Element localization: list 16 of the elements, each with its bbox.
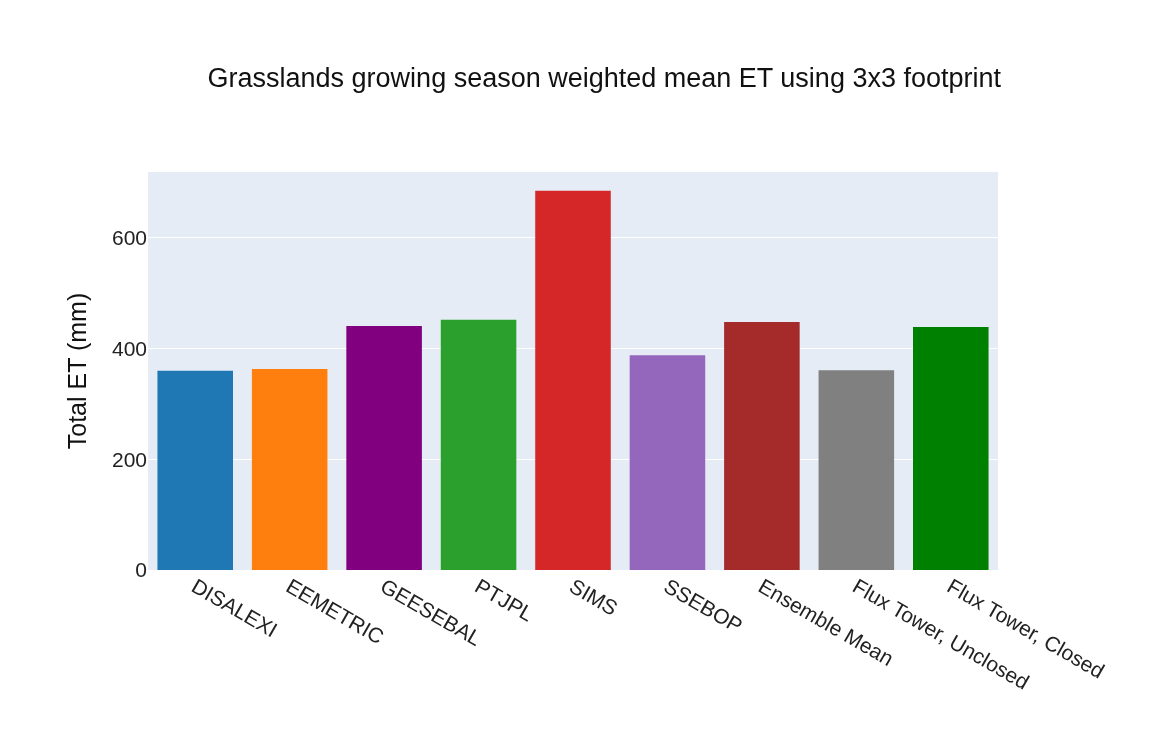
bar [913, 326, 989, 570]
bar [440, 319, 517, 570]
bar [724, 322, 800, 570]
y-tick-label: 600 [111, 226, 147, 250]
bar [535, 190, 611, 570]
y-axis-title: Total ET (mm) [62, 292, 91, 450]
x-tick-label: SIMS [565, 574, 622, 620]
bar [818, 370, 895, 570]
bar [157, 370, 233, 570]
bar [346, 325, 422, 570]
chart-title: Grasslands growing season weighted mean ET using 3x3 footprint [207, 63, 1002, 94]
y-tick-label: 200 [111, 447, 147, 471]
y-tick-label: 400 [111, 336, 147, 360]
bar [629, 355, 706, 570]
y-tick-label: 0 [135, 558, 147, 582]
bar [251, 369, 328, 570]
